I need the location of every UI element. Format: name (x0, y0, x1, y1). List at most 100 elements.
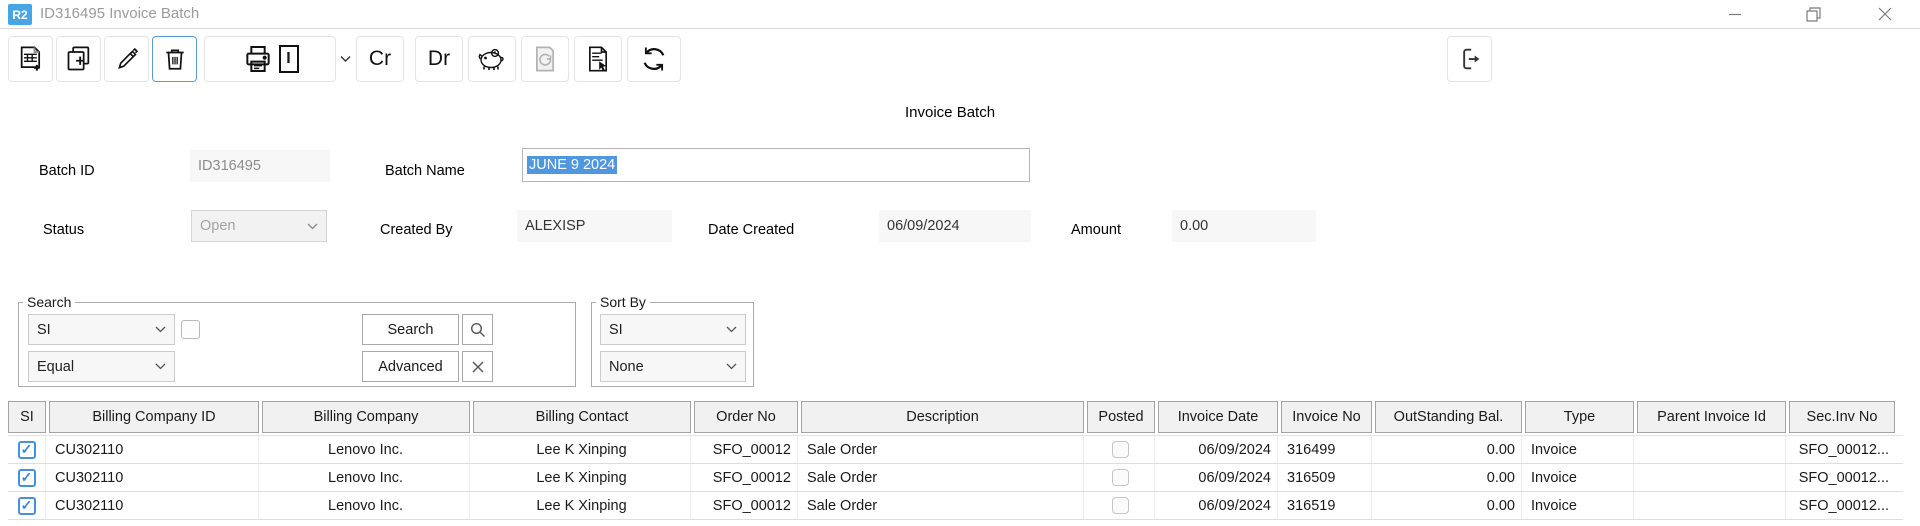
duplicate-button[interactable] (56, 36, 101, 82)
col-header-sec-inv-no[interactable]: Sec.Inv No (1789, 401, 1895, 433)
table-row[interactable]: ✓ CU302110 Lenovo Inc. Lee K Xinping SFO… (8, 436, 1903, 464)
posted-cell (1087, 436, 1155, 463)
table-row[interactable]: ✓ CU302110 Lenovo Inc. Lee K Xinping SFO… (8, 492, 1903, 520)
col-header-billing-company[interactable]: Billing Company (262, 401, 470, 433)
document-select-button[interactable] (574, 36, 622, 82)
edit-button[interactable] (104, 36, 149, 82)
col-header-posted[interactable]: Posted (1087, 401, 1155, 433)
col-header-order-no[interactable]: Order No (694, 401, 798, 433)
billing-company-cell: Lenovo Inc. (262, 436, 470, 463)
refresh-button[interactable] (627, 36, 681, 82)
chevron-down-icon (726, 326, 737, 333)
status-label: Status (43, 222, 85, 238)
document-refresh-icon (535, 46, 555, 72)
sort-primary-dropdown[interactable]: SI (600, 314, 746, 345)
restore-button[interactable] (1790, 0, 1836, 28)
invoice-date-cell: 06/09/2024 (1158, 492, 1278, 519)
col-header-description[interactable]: Description (801, 401, 1084, 433)
chevron-down-icon (726, 363, 737, 370)
invoice-no-cell: 316519 (1281, 492, 1372, 519)
status-dropdown[interactable]: Open (191, 210, 327, 242)
created-by-label: Created By (380, 222, 453, 238)
printer-icon (245, 46, 270, 72)
search-field-dropdown[interactable]: SI (28, 314, 175, 345)
invoice-date-cell: 06/09/2024 (1158, 436, 1278, 463)
pencil-icon (117, 47, 138, 69)
clear-search-button[interactable] (462, 351, 493, 382)
billing-company-id-cell: CU302110 (49, 436, 259, 463)
batch-name-input[interactable]: JUNE 9 2024 (522, 148, 1030, 182)
order-no-cell: SFO_00012 (694, 492, 798, 519)
row-select-cell: ✓ (8, 436, 46, 463)
sort-secondary-dropdown[interactable]: None (600, 351, 746, 382)
sort-by-group: Sort By (591, 294, 754, 387)
billing-company-id-cell: CU302110 (49, 492, 259, 519)
credit-button[interactable]: Cr (356, 36, 404, 82)
credit-label: Cr (368, 47, 392, 70)
table-body: ✓ CU302110 Lenovo Inc. Lee K Xinping SFO… (8, 435, 1903, 520)
table-row[interactable]: ✓ CU302110 Lenovo Inc. Lee K Xinping SFO… (8, 464, 1903, 492)
delete-button[interactable] (152, 36, 197, 82)
minimize-button[interactable] (1712, 0, 1758, 28)
billing-contact-cell: Lee K Xinping (473, 436, 691, 463)
col-header-outstanding-bal[interactable]: OutStanding Bal. (1375, 401, 1522, 433)
payments-button[interactable] (468, 36, 516, 82)
exit-button[interactable] (1447, 36, 1492, 82)
type-cell: Invoice (1525, 464, 1634, 491)
batch-id-label: Batch ID (39, 163, 95, 179)
print-invoice-button[interactable]: I (204, 36, 336, 82)
advanced-search-button[interactable]: Advanced (362, 351, 459, 382)
parent-invoice-id-cell (1637, 492, 1786, 519)
print-options-chevron[interactable] (337, 36, 353, 82)
search-field-value: SI (37, 321, 51, 338)
row-checkbox-checked[interactable]: ✓ (17, 468, 36, 487)
refresh-icon (643, 47, 665, 71)
restore-icon (1805, 6, 1821, 22)
chevron-down-icon (340, 56, 350, 62)
close-icon (1878, 7, 1892, 21)
col-header-invoice-date[interactable]: Invoice Date (1158, 401, 1278, 433)
search-go-button[interactable] (462, 314, 493, 345)
status-value: Open (200, 218, 236, 234)
window-title: ID316495 Invoice Batch (40, 5, 200, 22)
row-checkbox-checked[interactable]: ✓ (17, 496, 36, 515)
row-checkbox-checked[interactable]: ✓ (17, 440, 36, 459)
debit-button[interactable]: Dr (415, 36, 463, 82)
col-header-billing-company-id[interactable]: Billing Company ID (49, 401, 259, 433)
invoice-no-cell: 316509 (1281, 464, 1372, 491)
col-header-parent-invoice-id[interactable]: Parent Invoice Id (1637, 401, 1786, 433)
clear-x-icon (472, 361, 483, 372)
row-select-cell: ✓ (8, 492, 46, 519)
posted-cell (1087, 492, 1155, 519)
close-button[interactable] (1862, 0, 1908, 28)
search-button[interactable]: Search (362, 314, 459, 345)
document-cursor-icon (589, 46, 607, 72)
col-header-billing-contact[interactable]: Billing Contact (473, 401, 691, 433)
magnifier-icon (470, 322, 485, 337)
search-group: Search (18, 294, 576, 387)
posted-checkbox-unchecked[interactable] (1112, 469, 1129, 486)
new-invoice-button[interactable] (8, 36, 53, 82)
billing-contact-cell: Lee K Xinping (473, 464, 691, 491)
date-created-label: Date Created (708, 222, 795, 238)
posted-checkbox-unchecked[interactable] (1112, 441, 1129, 458)
posted-checkbox-unchecked[interactable] (1112, 497, 1129, 514)
table-header-row: SI Billing Company ID Billing Company Bi… (8, 401, 1903, 433)
description-cell: Sale Order (801, 436, 1084, 463)
col-header-invoice-no[interactable]: Invoice No (1281, 401, 1372, 433)
batch-name-label: Batch Name (385, 163, 465, 179)
document-history-button[interactable] (521, 36, 569, 82)
invoice-no-cell: 316499 (1281, 436, 1372, 463)
search-operator-dropdown[interactable]: Equal (28, 351, 175, 382)
piggy-bank-icon (478, 48, 504, 70)
description-cell: Sale Order (801, 492, 1084, 519)
col-header-si[interactable]: SI (8, 401, 46, 433)
search-option-checkbox[interactable] (181, 320, 200, 339)
col-header-type[interactable]: Type (1525, 401, 1634, 433)
chevron-down-icon (155, 326, 166, 333)
sort-secondary-value: None (609, 358, 644, 375)
type-cell: Invoice (1525, 436, 1634, 463)
invoice-table: SI Billing Company ID Billing Company Bi… (8, 401, 1903, 520)
trash-icon (165, 49, 184, 70)
amount-field: 0.00 (1172, 210, 1316, 242)
